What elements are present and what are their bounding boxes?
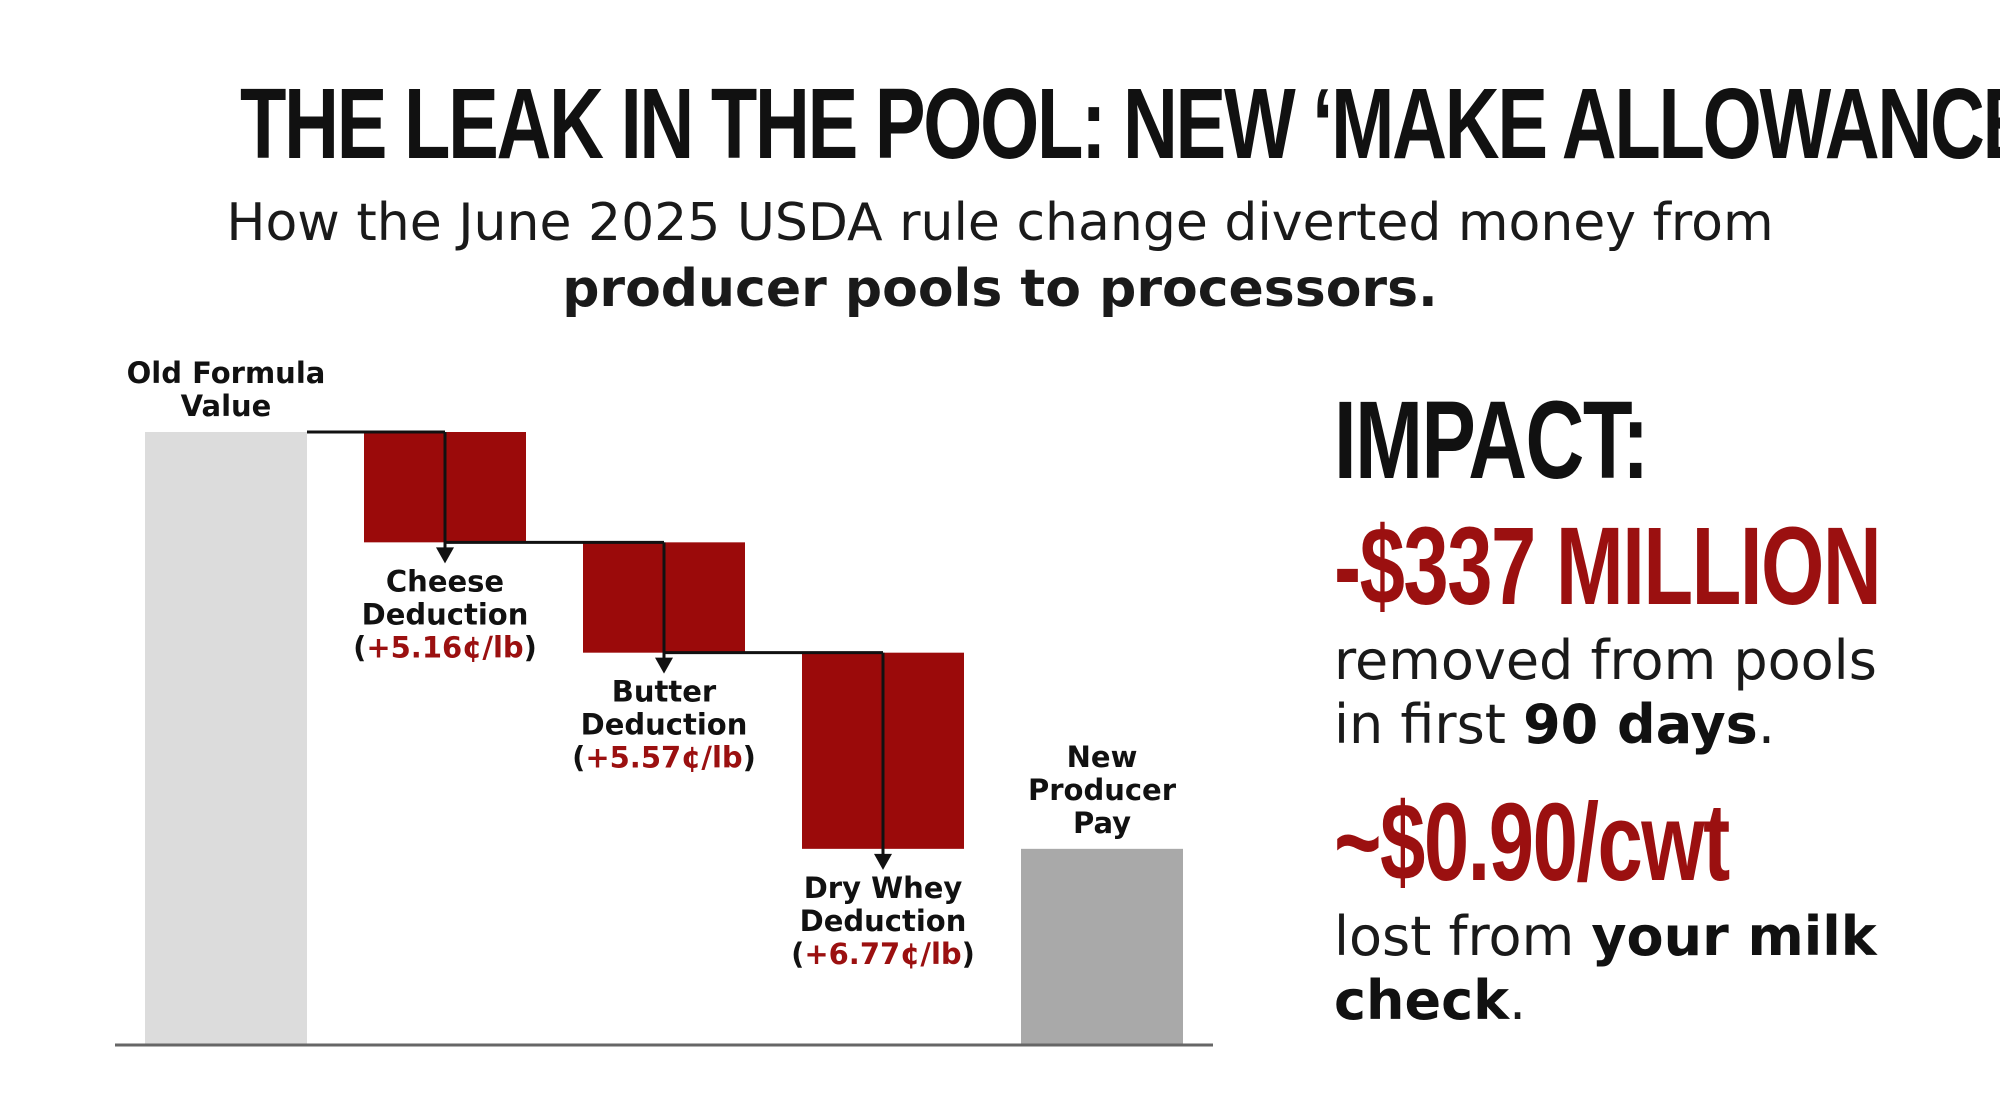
baseline-label-line-2: Value bbox=[181, 389, 272, 423]
impact-stat-cwt: ~$0.90/cwt bbox=[1334, 781, 1730, 904]
step-cheese-deduction-label-line-2: Deduction bbox=[362, 597, 529, 631]
subtitle-line-2: producer pools to processors. bbox=[562, 259, 1438, 319]
step-dry-whey-deduction-change-label: (+6.77¢/lb) bbox=[791, 937, 975, 971]
subtitle-line-1: How the June 2025 USDA rule change diver… bbox=[226, 193, 1774, 253]
main-title: THE LEAK IN THE POOL: NEW ‘MAKE ALLOWANC… bbox=[240, 68, 2000, 180]
final-bar bbox=[1021, 848, 1183, 1045]
baseline-bar bbox=[145, 432, 307, 1045]
impact-text-in-first: in first bbox=[1334, 693, 1524, 756]
step-cheese-deduction-label-line-1: Cheese bbox=[386, 564, 504, 598]
step-cheese-deduction-change-label: (+5.16¢/lb) bbox=[353, 630, 537, 664]
impact-text-removed: removed from pools bbox=[1334, 629, 1877, 692]
impact-stat-million-text: removed from pools in first 90 days. bbox=[1334, 629, 1974, 757]
impact-stat-million: -$337 MILLION bbox=[1334, 505, 1882, 628]
step-butter-deduction-change-label: (+5.57¢/lb) bbox=[572, 741, 756, 775]
final-label-line-2: Producer bbox=[1028, 773, 1177, 807]
impact-text-period-2: . bbox=[1509, 969, 1527, 1032]
step-butter-deduction-arrow-head bbox=[655, 657, 673, 674]
impact-text-your-milk: your milk bbox=[1591, 905, 1877, 968]
step-butter-deduction-label-line-1: Butter bbox=[612, 675, 717, 709]
final-label-line-3: Pay bbox=[1073, 806, 1131, 840]
impact-stat-cwt-text: lost from your milk check. bbox=[1334, 905, 1974, 1033]
final-label-line-1: New bbox=[1067, 740, 1138, 774]
step-dry-whey-deduction-arrow-head bbox=[874, 853, 892, 870]
baseline-label-line-1: Old Formula bbox=[127, 356, 326, 390]
impact-text-period-1: . bbox=[1757, 693, 1775, 756]
step-cheese-deduction-arrow-head bbox=[436, 547, 454, 564]
impact-text-check: check bbox=[1334, 969, 1509, 1032]
step-dry-whey-deduction-label-line-2: Deduction bbox=[800, 904, 967, 938]
impact-text-lost-from: lost from bbox=[1334, 905, 1592, 968]
step-dry-whey-deduction-label-line-1: Dry Whey bbox=[804, 871, 963, 905]
impact-panel: IMPACT: -$337 MILLION removed from pools… bbox=[1334, 385, 1974, 1033]
subtitle: How the June 2025 USDA rule change diver… bbox=[0, 190, 2000, 322]
impact-heading: IMPACT: bbox=[1334, 379, 1649, 502]
step-butter-deduction-label-line-2: Deduction bbox=[581, 708, 748, 742]
impact-text-90-days: 90 days bbox=[1523, 693, 1758, 756]
